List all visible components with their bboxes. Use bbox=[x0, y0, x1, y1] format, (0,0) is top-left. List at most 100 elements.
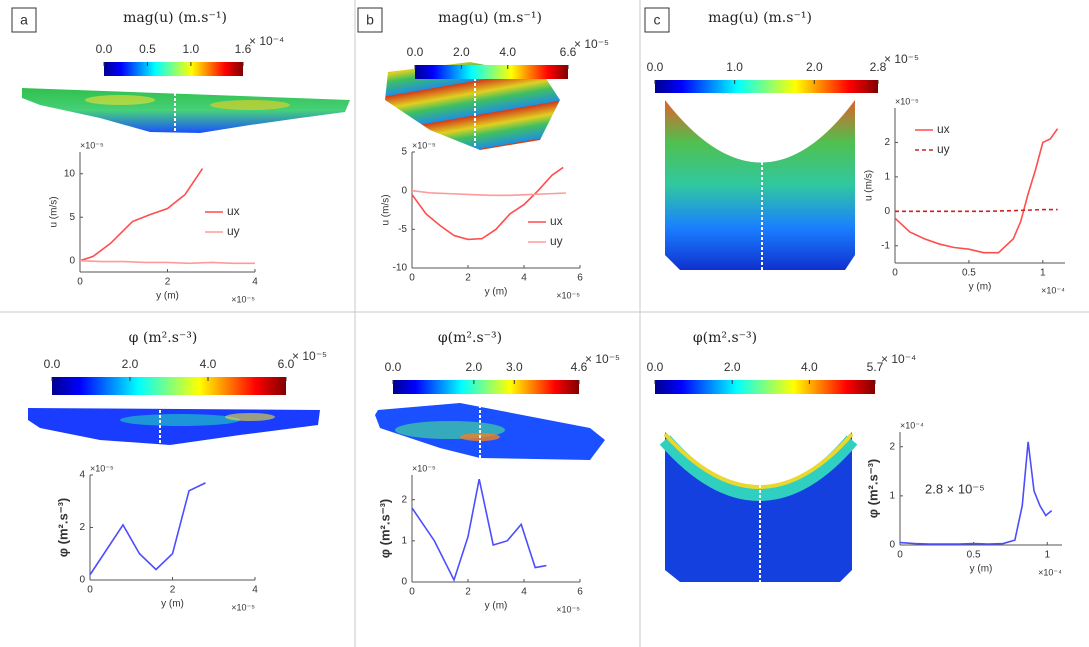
colorbar-tick-label: 2.0 bbox=[453, 45, 470, 59]
y-tick-label: 10 bbox=[64, 168, 76, 179]
field-maps bbox=[22, 62, 858, 582]
line-series bbox=[79, 168, 204, 262]
x-tick-label: 0 bbox=[897, 550, 903, 561]
colorbar bbox=[52, 377, 286, 395]
x-axis-label: y (m) bbox=[156, 291, 179, 302]
y-tick-label: 4 bbox=[79, 470, 85, 481]
x-tick-label: 2 bbox=[465, 587, 471, 598]
legend-label: uy bbox=[550, 234, 563, 248]
x-axis-label: y (m) bbox=[485, 287, 508, 298]
line-series bbox=[79, 259, 255, 265]
colorbar-tick-label: 4.0 bbox=[801, 360, 818, 374]
y-axis-label: φ (m².s⁻³) bbox=[865, 459, 880, 519]
y-axis-label: u (m/s) bbox=[49, 196, 60, 227]
y-tick-label: 0 bbox=[401, 185, 407, 196]
colorbar bbox=[655, 80, 878, 93]
colorbar-tick-label: 0.0 bbox=[647, 60, 664, 74]
colorbar-tick-label: 2.0 bbox=[724, 360, 741, 374]
colorbar-tick-label: 0.0 bbox=[96, 42, 113, 56]
legend-label: ux bbox=[227, 204, 240, 218]
y-axis-label: φ (m².s⁻³) bbox=[377, 499, 392, 559]
colorbar-tick-label: 1.6 bbox=[235, 42, 252, 56]
x-tick-label: 0.5 bbox=[967, 550, 981, 561]
x-axis-label: y (m) bbox=[970, 564, 993, 575]
y-tick-label: 0 bbox=[79, 575, 85, 586]
colorbar-tick-label: 1.0 bbox=[183, 42, 200, 56]
y-tick-label: 5 bbox=[69, 212, 75, 223]
x-tick-label: 0.5 bbox=[962, 268, 976, 279]
colorbar-tick-label: 3.0 bbox=[506, 360, 523, 374]
x-tick-label: 1 bbox=[1040, 268, 1046, 279]
line-series bbox=[895, 208, 1058, 213]
y-multiplier: ×10⁻⁵ bbox=[412, 463, 436, 473]
colorbar-title: mag(u) (m.s⁻¹) bbox=[438, 10, 542, 26]
line-series bbox=[411, 478, 547, 583]
y-tick-label: 2 bbox=[889, 441, 895, 452]
x-tick-label: 6 bbox=[577, 273, 583, 284]
annotation: 2.8 × 10⁻⁵ bbox=[925, 481, 985, 496]
y-multiplier: ×10⁻⁵ bbox=[90, 463, 114, 473]
x-multiplier: ×10⁻⁵ bbox=[231, 294, 255, 304]
y-axis-label: u (m/s) bbox=[864, 170, 875, 201]
colorbar-tick-label: 2.8 bbox=[870, 60, 887, 74]
y-tick-label: 1 bbox=[401, 535, 407, 546]
colorbar-tick-label: 6.6 bbox=[560, 45, 577, 59]
colorbar-title: mag(u) (m.s⁻¹) bbox=[123, 10, 227, 26]
y-tick-label: -5 bbox=[398, 224, 407, 235]
y-tick-label: -10 bbox=[393, 263, 408, 274]
x-tick-label: 0 bbox=[409, 273, 415, 284]
panel-label: a bbox=[20, 12, 28, 28]
colorbar-tick-label: 0.5 bbox=[139, 42, 156, 56]
x-multiplier: ×10⁻⁵ bbox=[556, 604, 580, 614]
colorbar-tick-label: 0.0 bbox=[407, 45, 424, 59]
line-series bbox=[411, 166, 564, 241]
x-tick-label: 4 bbox=[252, 585, 258, 596]
legend-label: ux bbox=[550, 214, 563, 228]
colorbar-tick-label: 4.0 bbox=[499, 45, 516, 59]
colorbar-title: φ(m².s⁻³) bbox=[693, 330, 757, 346]
x-axis-label: y (m) bbox=[161, 599, 184, 610]
colorbar-tick-label: 5.7 bbox=[867, 360, 884, 374]
x-tick-label: 2 bbox=[465, 273, 471, 284]
x-tick-label: 1 bbox=[1044, 550, 1050, 561]
line-series bbox=[411, 189, 567, 197]
colorbar-exponent: × 10⁻⁵ bbox=[574, 37, 609, 51]
x-tick-label: 2 bbox=[170, 585, 176, 596]
colorbar-exponent: × 10⁻⁴ bbox=[249, 34, 284, 48]
colorbar-exponent: × 10⁻⁴ bbox=[881, 352, 916, 366]
x-tick-label: 4 bbox=[521, 273, 527, 284]
colorbar-tick-label: 4.6 bbox=[571, 360, 588, 374]
x-tick-label: 0 bbox=[77, 277, 83, 288]
colorbar-title: φ (m².s⁻³) bbox=[129, 330, 198, 346]
line-series bbox=[89, 482, 206, 576]
x-tick-label: 4 bbox=[521, 587, 527, 598]
y-tick-label: 0 bbox=[401, 577, 407, 588]
colorbar-tick-label: 0.0 bbox=[44, 357, 61, 371]
x-multiplier: ×10⁻⁵ bbox=[556, 290, 580, 300]
y-tick-label: 2 bbox=[884, 137, 890, 148]
colorbar bbox=[415, 65, 568, 79]
y-tick-label: 0 bbox=[889, 540, 895, 551]
y-tick-label: 2 bbox=[401, 494, 407, 505]
x-tick-label: 0 bbox=[892, 268, 898, 279]
colorbar-tick-label: 0.0 bbox=[385, 360, 402, 374]
colorbar bbox=[655, 380, 875, 394]
x-multiplier: ×10⁻⁴ bbox=[1041, 285, 1065, 295]
y-tick-label: 0 bbox=[884, 206, 890, 217]
colorbar-tick-label: 2.0 bbox=[806, 60, 823, 74]
colorbar-exponent: × 10⁻⁵ bbox=[585, 352, 620, 366]
y-tick-label: 5 bbox=[401, 147, 407, 158]
panel-label: b bbox=[366, 12, 374, 28]
colorbar-tick-label: 6.0 bbox=[278, 357, 295, 371]
x-multiplier: ×10⁻⁵ bbox=[231, 602, 255, 612]
x-tick-label: 6 bbox=[577, 587, 583, 598]
y-axis-label: φ (m².s⁻³) bbox=[55, 498, 70, 558]
y-multiplier: ×10⁻⁵ bbox=[412, 140, 436, 150]
colorbar-tick-label: 1.0 bbox=[726, 60, 743, 74]
y-axis-label: u (m/s) bbox=[381, 194, 392, 225]
x-tick-label: 0 bbox=[87, 585, 93, 596]
line-series bbox=[899, 441, 1053, 545]
y-tick-label: 1 bbox=[884, 172, 890, 183]
